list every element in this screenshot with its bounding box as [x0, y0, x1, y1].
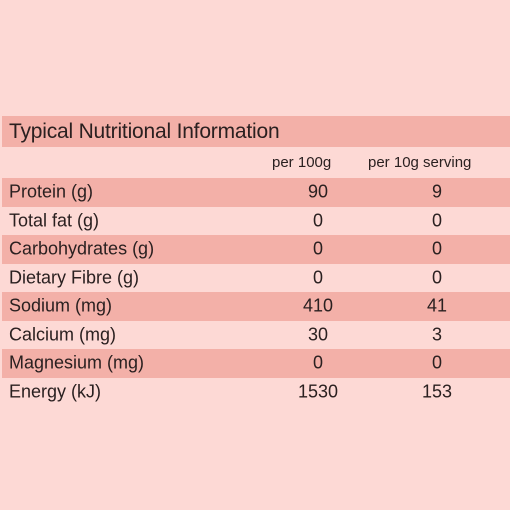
table-row-total-fat: Total fat (g) 0 0: [2, 207, 510, 236]
value-per-100g: 0: [312, 352, 324, 373]
value-per-serving: 41: [426, 295, 448, 316]
value-per-100g: 0: [312, 210, 324, 231]
value-per-serving: 0: [431, 267, 443, 288]
row-label: Energy (kJ): [9, 381, 102, 402]
table-row-sodium: Sodium (mg) 410 41: [2, 292, 510, 321]
value-per-100g: 30: [307, 324, 329, 345]
row-label: Protein (g): [9, 181, 94, 202]
value-per-serving: 0: [431, 238, 443, 259]
column-header-per-serving: per 10g serving: [368, 154, 472, 171]
row-label: Dietary Fibre (g): [9, 267, 140, 288]
value-per-100g: 1530: [297, 381, 339, 402]
table-row-calcium: Calcium (mg) 30 3: [2, 321, 510, 350]
value-per-100g: 90: [307, 181, 329, 202]
row-label: Calcium (mg): [9, 324, 117, 345]
value-per-serving: 0: [431, 352, 443, 373]
row-label: Sodium (mg): [9, 295, 113, 316]
value-per-100g: 0: [312, 238, 324, 259]
row-label: Carbohydrates (g): [9, 238, 155, 259]
column-header-per-100g: per 100g: [272, 154, 332, 171]
column-header-row: per 100g per 10g serving: [0, 147, 510, 178]
table-row-energy: Energy (kJ) 1530 153: [2, 378, 510, 407]
value-per-serving: 0: [431, 210, 443, 231]
table-title-band: Typical Nutritional Information: [2, 116, 510, 147]
value-per-100g: 0: [312, 267, 324, 288]
table-row-protein: Protein (g) 90 9: [2, 178, 510, 207]
value-per-100g: 410: [302, 295, 334, 316]
nutrition-table: Typical Nutritional Information per 100g…: [0, 116, 510, 406]
value-per-serving: 9: [431, 181, 443, 202]
table-row-magnesium: Magnesium (mg) 0 0: [2, 349, 510, 378]
row-label: Total fat (g): [9, 210, 100, 231]
table-row-carbohydrates: Carbohydrates (g) 0 0: [2, 235, 510, 264]
row-label: Magnesium (mg): [9, 352, 145, 373]
table-title: Typical Nutritional Information: [9, 119, 280, 143]
table-row-dietary-fibre: Dietary Fibre (g) 0 0: [2, 264, 510, 293]
value-per-serving: 153: [421, 381, 453, 402]
value-per-serving: 3: [431, 324, 443, 345]
